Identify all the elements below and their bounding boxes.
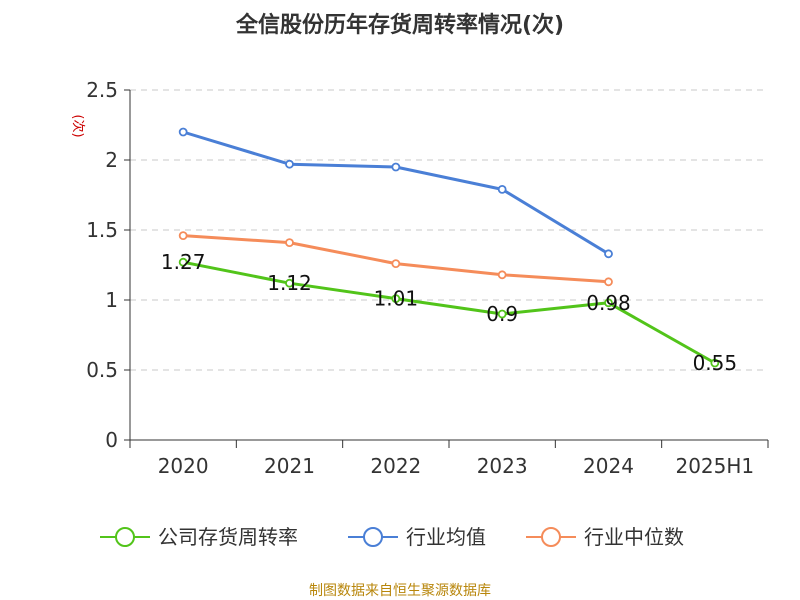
- data-point: [604, 249, 613, 259]
- data-label: 0.9: [486, 302, 518, 326]
- data-label: 0.98: [586, 291, 631, 315]
- x-tick-label: 2025H1: [675, 454, 754, 478]
- series-line: [182, 130, 610, 256]
- x-tick-label: 2023: [477, 454, 528, 478]
- data-label: 1.27: [161, 250, 206, 274]
- data-point: [497, 184, 507, 194]
- y-tick-label: 1: [105, 288, 118, 312]
- legend-marker: [115, 527, 135, 547]
- source-note: 制图数据来自恒生聚源数据库: [309, 583, 491, 599]
- data-point: [391, 162, 401, 172]
- data-point: [178, 127, 188, 137]
- legend-label: 公司存货周转率: [158, 525, 298, 549]
- data-label: 0.55: [693, 351, 738, 375]
- grid: [130, 89, 768, 371]
- y-tick-label: 0: [105, 428, 118, 452]
- data-labels: 1.27 1.12 1.01 0.9 0.98 0.55: [161, 250, 737, 375]
- data-point: [285, 238, 294, 248]
- legend: 公司存货周转率 行业均值 行业中位数: [100, 525, 684, 549]
- data-label: 1.01: [374, 287, 419, 311]
- data-point: [604, 277, 613, 287]
- data-point: [604, 298, 613, 308]
- chart-title: 全信股份历年存货周转率情况(次): [235, 12, 564, 38]
- legend-label: 行业均值: [406, 525, 486, 549]
- x-tick-label: 2020: [158, 454, 209, 478]
- x-tick-label: 2021: [264, 454, 315, 478]
- x-tick-label: 2024: [583, 454, 634, 478]
- data-label: 1.12: [267, 271, 312, 295]
- x-tick-label: 2022: [370, 454, 421, 478]
- data-point: [497, 270, 507, 280]
- data-point: [285, 159, 294, 169]
- axes: 0 0.5 1 1.5 2 2.5 2020 2021 2022 2023 2024 2025H1: [86, 78, 769, 478]
- legend-marker: [363, 527, 383, 547]
- data-point: [710, 358, 720, 368]
- data-point: [178, 257, 188, 267]
- data-point: [391, 259, 401, 269]
- y-axis-title: (次): [70, 114, 86, 137]
- data-point: [178, 231, 188, 241]
- legend-label: 行业中位数: [584, 525, 684, 549]
- series: [178, 127, 720, 368]
- data-point: [497, 309, 507, 319]
- series-line: [182, 260, 716, 365]
- y-tick-label: 2: [105, 148, 118, 172]
- data-point: [285, 278, 294, 288]
- y-tick-label: 2.5: [86, 78, 118, 102]
- y-tick-label: 0.5: [86, 358, 118, 382]
- legend-marker: [541, 527, 561, 547]
- data-point: [391, 294, 401, 304]
- y-tick-label: 1.5: [86, 218, 118, 242]
